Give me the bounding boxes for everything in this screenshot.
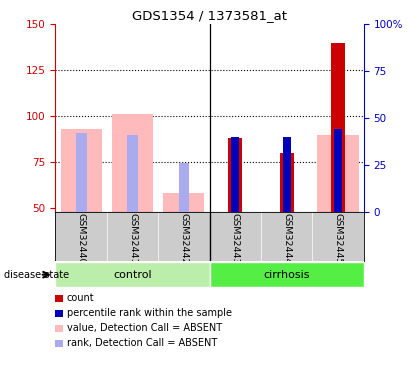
FancyBboxPatch shape <box>55 262 210 287</box>
Text: control: control <box>113 270 152 280</box>
Bar <box>331 43 345 212</box>
Bar <box>127 135 138 212</box>
Bar <box>283 137 291 212</box>
Text: GSM32445: GSM32445 <box>334 213 342 265</box>
Text: rank, Detection Call = ABSENT: rank, Detection Call = ABSENT <box>67 338 217 348</box>
Text: GSM32442: GSM32442 <box>180 213 188 265</box>
Bar <box>112 114 153 212</box>
Text: GSM32441: GSM32441 <box>128 213 137 265</box>
Text: disease state: disease state <box>4 270 69 280</box>
Text: GSM32443: GSM32443 <box>231 213 240 265</box>
Bar <box>318 135 358 212</box>
Bar <box>61 129 102 212</box>
Bar <box>178 163 189 212</box>
Text: cirrhosis: cirrhosis <box>263 270 310 280</box>
Bar <box>231 137 239 212</box>
Title: GDS1354 / 1373581_at: GDS1354 / 1373581_at <box>132 9 287 22</box>
Text: count: count <box>67 293 95 303</box>
Bar <box>76 133 87 212</box>
Text: GSM32444: GSM32444 <box>282 213 291 265</box>
Bar <box>228 138 242 212</box>
FancyBboxPatch shape <box>210 262 364 287</box>
Text: GSM32440: GSM32440 <box>77 213 85 265</box>
Bar <box>334 129 342 212</box>
Bar <box>164 194 205 212</box>
Bar <box>279 153 294 212</box>
Text: percentile rank within the sample: percentile rank within the sample <box>67 308 232 318</box>
Text: value, Detection Call = ABSENT: value, Detection Call = ABSENT <box>67 323 222 333</box>
